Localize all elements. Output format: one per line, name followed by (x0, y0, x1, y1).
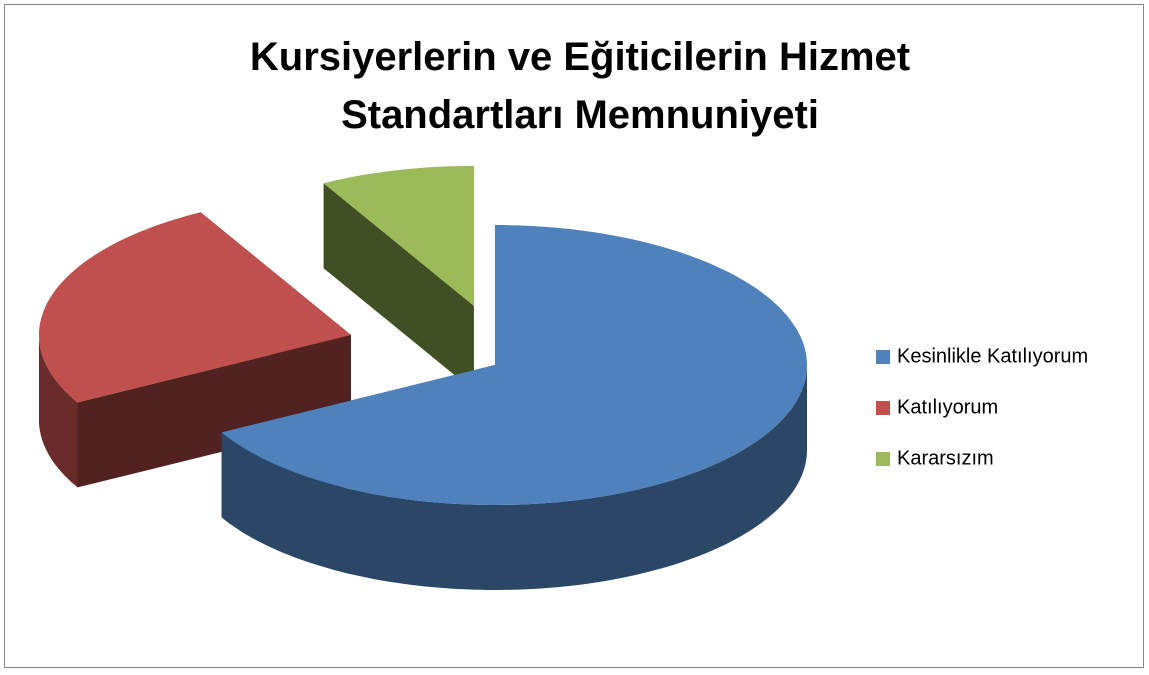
slice-side (221, 365, 808, 590)
legend-label: Kesinlikle Katılıyorum (897, 345, 1088, 367)
legend-swatch (876, 452, 890, 466)
legend-swatch (876, 350, 890, 364)
legend-label: Katılıyorum (897, 396, 998, 418)
slice-top (221, 225, 808, 505)
chart-title: Kursiyerlerin ve Eğiticilerin Hizmet Sta… (249, 35, 911, 137)
slice-face (77, 335, 351, 488)
slice-side (39, 335, 78, 488)
chart-frame (4, 4, 1144, 668)
legend-swatch (876, 401, 890, 415)
slice (323, 165, 474, 391)
slice (221, 225, 808, 590)
slice-top (323, 165, 474, 306)
slice (39, 212, 351, 488)
slice-top (39, 212, 351, 403)
legend-label: Kararsızım (897, 447, 994, 469)
slice-face (323, 183, 474, 391)
